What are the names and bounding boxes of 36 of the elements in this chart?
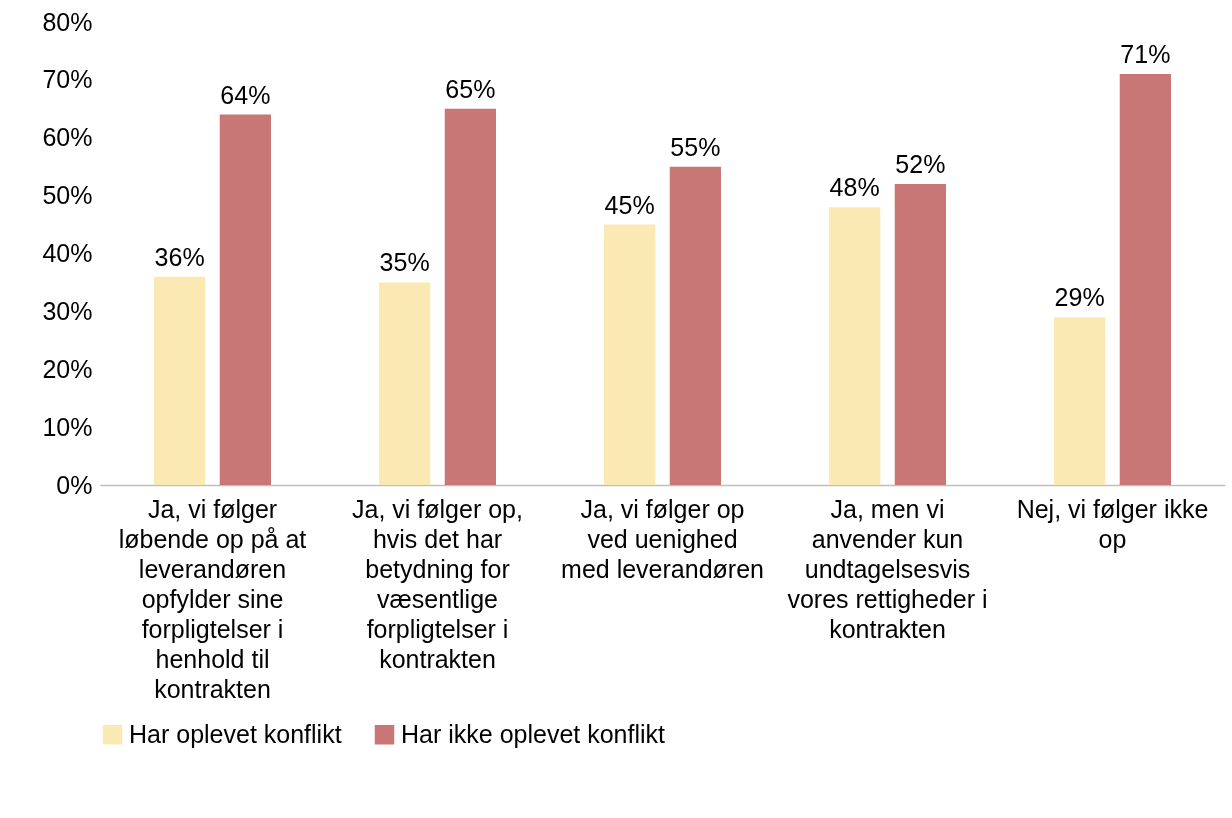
data-label: 29% bbox=[1054, 283, 1105, 312]
bar bbox=[1054, 317, 1106, 485]
data-label: 64% bbox=[220, 80, 271, 109]
y-tick-label: 30% bbox=[42, 296, 93, 325]
y-tick-label: 10% bbox=[42, 412, 93, 441]
data-label: 45% bbox=[604, 190, 655, 219]
bar bbox=[219, 114, 271, 485]
y-tick-label: 70% bbox=[42, 65, 93, 94]
bar bbox=[444, 108, 496, 485]
data-label: 52% bbox=[895, 150, 946, 179]
x-tick-label: Nej, vi følger ikke op bbox=[1016, 494, 1209, 553]
x-tick-label: Ja, vi følger op ved uenighed med leverandøren bbox=[561, 494, 764, 583]
bar bbox=[669, 166, 721, 485]
legend-label: Har oplevet konflikt bbox=[129, 719, 342, 748]
y-tick-label: 40% bbox=[42, 239, 93, 267]
y-tick-label: 20% bbox=[42, 354, 93, 383]
x-tick-label: Ja, men vi anvender kun undtagelsesvis vores rettigheder i kontrakten bbox=[787, 494, 988, 643]
bar bbox=[379, 282, 431, 485]
data-label: 71% bbox=[1120, 40, 1171, 69]
x-tick-label: Ja, vi følger op, hvis det har betydning for væsentlige forpligtelser i kontrakten bbox=[352, 494, 523, 673]
legend-label: Har ikke oplevet konflikt bbox=[401, 719, 666, 748]
bar bbox=[1119, 74, 1171, 485]
y-tick-label: 50% bbox=[42, 181, 93, 210]
y-tick-label: 0% bbox=[56, 470, 93, 499]
y-tick-label: 60% bbox=[42, 123, 93, 152]
data-label: 48% bbox=[829, 173, 880, 202]
bar bbox=[154, 276, 206, 485]
bar bbox=[604, 224, 656, 485]
data-label: 36% bbox=[154, 242, 205, 271]
data-label: 65% bbox=[445, 74, 496, 103]
bar bbox=[894, 184, 946, 485]
data-label: 35% bbox=[379, 248, 430, 277]
y-tick-label: 80% bbox=[42, 7, 93, 36]
x-tick-label: Ja, vi følger løbende op på at leverandøren opfylder sine forpligtelser i henhold til kontrakten bbox=[118, 494, 307, 703]
bar bbox=[829, 207, 881, 485]
data-label: 55% bbox=[670, 132, 721, 161]
